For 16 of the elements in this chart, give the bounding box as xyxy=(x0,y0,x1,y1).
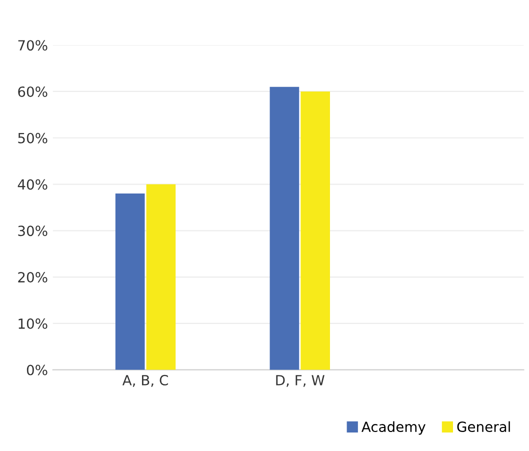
bar xyxy=(146,184,176,370)
x-tick-label: D, F, W xyxy=(276,375,324,387)
y-tick-label: 20% xyxy=(18,272,48,283)
bar xyxy=(115,194,145,370)
bar xyxy=(270,86,300,370)
y-tick-label: 70% xyxy=(18,40,48,51)
y-tick-label: 30% xyxy=(18,226,48,236)
y-tick-label: 60% xyxy=(18,86,48,97)
y-tick-label: 40% xyxy=(18,179,48,190)
legend-label: General xyxy=(457,421,510,432)
y-tick-label: 50% xyxy=(18,132,48,144)
y-tick-label: 0% xyxy=(26,364,48,376)
y-tick-label: 10% xyxy=(18,318,48,329)
legend-label: Academy xyxy=(362,421,426,435)
bar xyxy=(300,91,330,370)
x-tick-label: A, B, C xyxy=(122,374,168,387)
